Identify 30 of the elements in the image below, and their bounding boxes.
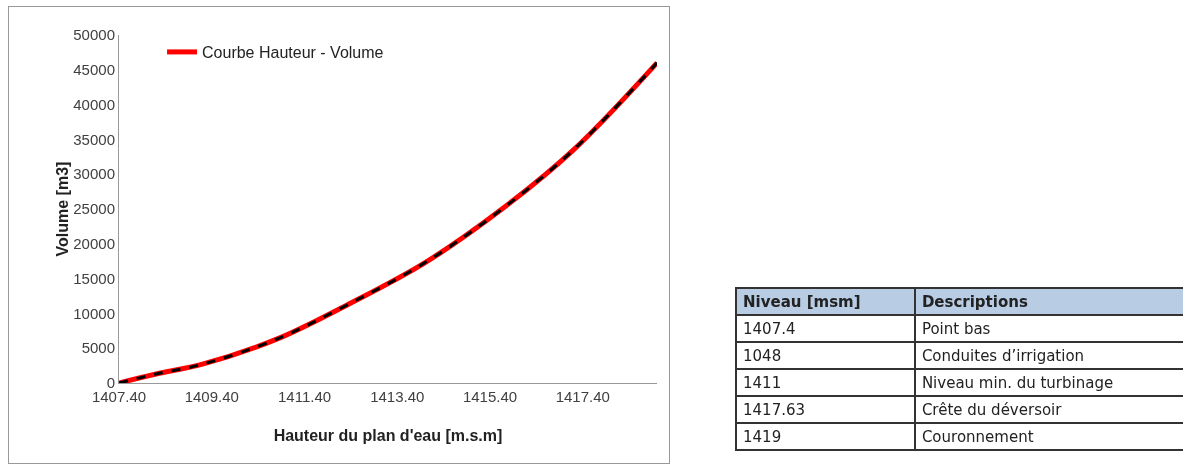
y-tick-label: 20000 [73,235,115,253]
text: Niveau [msm] [736,288,915,315]
text: 1417.63 [736,396,915,423]
x-tick-label: 1417.40 [555,388,610,405]
y-tick-label: 50000 [73,26,115,44]
text: Conduites d’irrigation [914,342,1183,369]
y-tick-label: 15000 [73,269,115,287]
text: Descriptions [914,288,1183,315]
text: Crête du déversoir [914,396,1183,423]
text: Point bas [914,315,1183,342]
x-tick-label: 1413.40 [370,388,425,405]
y-tick-label: 5000 [81,339,115,357]
y-tick-label: 10000 [73,304,115,322]
text: Niveau min. du turbinage [914,369,1183,396]
legend-label: Courbe Hauteur - Volume [202,44,384,62]
y-tick-label: 45000 [73,61,115,79]
text: 1048 [736,342,915,369]
y-tick-label: 25000 [73,200,115,218]
y-tick-label: 40000 [73,95,115,113]
x-axis-title: Hauteur du plan d'eau [m.s.m] [273,427,503,444]
text: 1411 [736,369,915,396]
y-tick-label: 35000 [73,130,115,148]
text: Couronnement [914,423,1183,450]
x-tick-label: 1411.40 [277,388,332,405]
y-axis-title: Volume [m3] [54,161,72,257]
text: 1407.4 [736,315,915,342]
x-tick-label: 1409.40 [184,388,239,405]
x-tick-label: 1415.40 [462,388,518,405]
y-tick-label: 30000 [73,165,115,183]
text: 1419 [736,423,915,450]
